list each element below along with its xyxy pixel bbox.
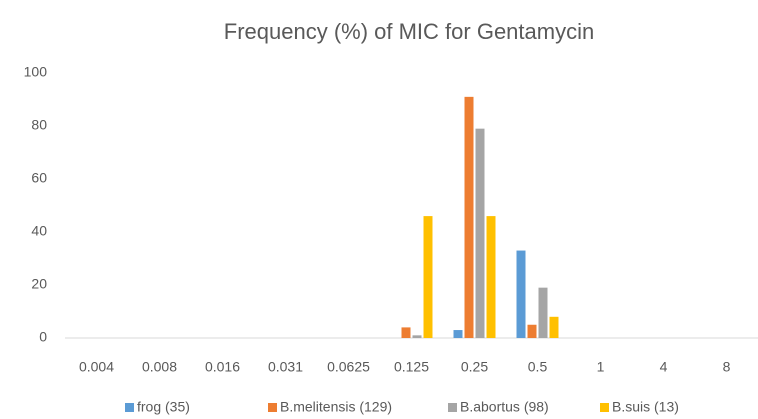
legend-swatch (125, 403, 134, 412)
x-tick-label: 8 (723, 359, 731, 375)
y-tick-label: 80 (31, 117, 47, 133)
bar (486, 216, 496, 338)
bar (401, 327, 411, 338)
x-tick-label: 1 (597, 359, 605, 375)
bar (464, 96, 474, 338)
x-tick-label: 0.016 (205, 359, 240, 375)
x-tick-label: 4 (660, 359, 668, 375)
legend-label: B.suis (13) (612, 399, 679, 415)
legend-swatch (600, 403, 609, 412)
legend-label: B.abortus (98) (460, 399, 549, 415)
bar (538, 287, 548, 338)
x-tick-label: 0.008 (142, 359, 177, 375)
x-tick-label: 0.0625 (327, 359, 370, 375)
x-tick-label: 0.5 (528, 359, 548, 375)
y-tick-label: 60 (31, 170, 47, 186)
y-tick-label: 40 (31, 223, 47, 239)
bar (412, 335, 422, 338)
bar (549, 316, 559, 338)
bar (423, 216, 433, 338)
legend-swatch (268, 403, 277, 412)
legend-label: B.melitensis (129) (280, 399, 392, 415)
legend-label: frog (35) (137, 399, 190, 415)
x-tick-label: 0.004 (79, 359, 114, 375)
x-tick-label: 0.031 (268, 359, 303, 375)
chart-title: Frequency (%) of MIC for Gentamycin (224, 19, 594, 44)
bar (475, 128, 485, 338)
bar (453, 330, 463, 338)
x-tick-label: 0.25 (461, 359, 488, 375)
y-tick-label: 100 (24, 64, 48, 80)
legend-swatch (448, 403, 457, 412)
x-tick-label: 0.125 (394, 359, 429, 375)
y-tick-label: 20 (31, 276, 47, 292)
bar (527, 324, 537, 338)
y-tick-label: 0 (39, 329, 47, 345)
bar (516, 250, 526, 338)
